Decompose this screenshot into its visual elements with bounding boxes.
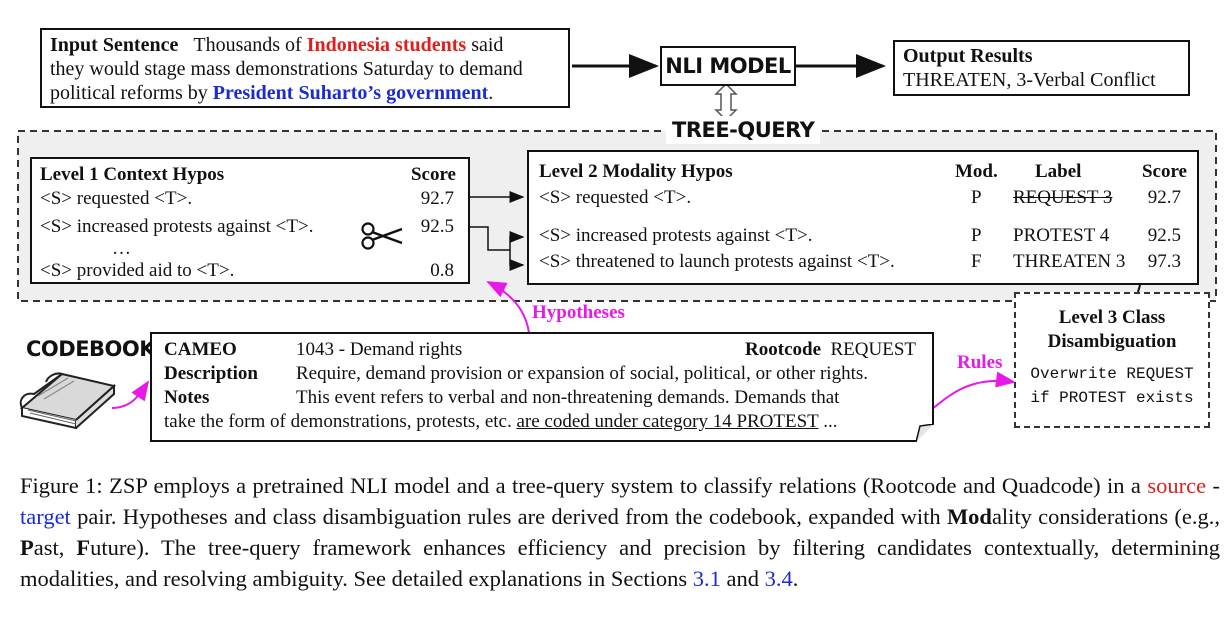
caption-part: ality considerations (e.g., — [991, 504, 1221, 529]
rules-annotation: Rules — [957, 352, 1003, 373]
level2-row-mod: P — [971, 187, 982, 208]
notes-line2-after: ... — [823, 411, 838, 432]
level1-row-score: 0.8 — [430, 260, 454, 281]
input-line3-after: . — [488, 82, 494, 104]
caption-part: Figure 1: ZSP employs a pretrained NLI m… — [20, 473, 1141, 498]
level1-row: <S> increased protests against <T>. 92.5 — [40, 215, 460, 237]
rootcode-value: REQUEST — [830, 339, 917, 360]
level3-box: Level 3 Class Disambiguation Overwrite R… — [1014, 292, 1210, 428]
input-line2: they would stage mass demonstrations Sat… — [50, 58, 523, 80]
caption-source-word: source — [1147, 473, 1207, 498]
arrow-l1-to-l2-row3 — [509, 250, 525, 271]
level1-row-text: <S> requested <T>. — [40, 188, 193, 209]
level2-row-score: 97.3 — [1147, 251, 1181, 272]
caption-future-bold: F — [76, 535, 91, 560]
output-heading: Output Results — [903, 45, 1033, 67]
level1-row-score: 92.5 — [420, 216, 454, 237]
nli-treequery-double-arrow — [714, 82, 738, 122]
level2-score-header: Score — [1141, 161, 1187, 182]
level2-row: <S> threatened to launch protests agains… — [539, 250, 1187, 276]
output-results-box: Output Results THREATEN, 3-Verbal Confli… — [893, 40, 1190, 96]
level2-row-score: 92.7 — [1147, 187, 1181, 208]
arrow-book-to-codebook — [111, 380, 150, 409]
caption-part: ast, — [33, 535, 65, 560]
hypotheses-annotation: Hypotheses — [532, 302, 625, 323]
level1-score-header: Score — [410, 164, 456, 185]
level2-row-score: 92.5 — [1147, 225, 1181, 246]
scissors-icon — [361, 222, 403, 250]
notes-line2-underlined: are coded under category 14 PROTEST — [516, 411, 819, 432]
book-icon — [19, 372, 117, 430]
level2-box: Level 2 Modality Hypos Mod. Label Score … — [527, 150, 1199, 285]
level1-row-text: <S> provided aid to <T>. — [40, 260, 235, 281]
level1-row-text: … — [112, 238, 131, 259]
level2-label-header: Label — [1035, 161, 1082, 182]
level3-heading-line2: Disambiguation — [1047, 331, 1177, 352]
level2-row-label-struck: REQUEST 3 — [1013, 187, 1113, 208]
level3-heading-line1: Level 3 Class — [1058, 307, 1166, 328]
level1-row: <S> provided aid to <T>. 0.8 — [40, 259, 460, 283]
description-key: Description — [164, 363, 258, 384]
level1-row-ellipsis: … — [40, 237, 460, 259]
caption-part: uture). The tree-query framework enhance… — [20, 535, 1221, 591]
caption-part: pair. Hypotheses and class disambiguatio… — [77, 504, 941, 529]
level2-row-text: <S> requested <T>. — [539, 187, 692, 208]
notes-line2-before: take the form of demonstrations, protest… — [164, 411, 512, 432]
notes-key: Notes — [164, 387, 210, 408]
level2-row: <S> increased protests against <T>. P PR… — [539, 224, 1187, 250]
caption-section-link[interactable]: 3.4 — [764, 566, 793, 591]
notes-value: This event refers to verbal and non-thre… — [296, 387, 840, 408]
level2-row-label: THREATEN 3 — [1013, 251, 1126, 272]
caption-target-word: target — [20, 504, 71, 529]
level2-row-text: <S> increased protests against <T>. — [539, 225, 813, 246]
level2-row-mod: F — [971, 251, 982, 272]
level1-row-score: 92.7 — [420, 188, 454, 209]
level2-heading: Level 2 Modality Hypos — [539, 161, 733, 182]
cameo-key: CAMEO — [164, 339, 237, 360]
caption-part: and — [726, 566, 760, 591]
tree-query-label: TREE-QUERY — [666, 116, 821, 144]
rootcode-key: Rootcode — [745, 339, 821, 360]
level3-rule-line2: if PROTEST exists — [1030, 389, 1194, 407]
codebook-box: CAMEO 1043 - Demand rights Rootcode REQU… — [150, 332, 934, 442]
figure-caption: Figure 1: ZSP employs a pretrained NLI m… — [20, 470, 1220, 594]
caption-dash: - — [1212, 473, 1221, 498]
folded-corner — [916, 424, 935, 443]
input-sentence-box: Input Sentence Thousands of Indonesia st… — [40, 28, 570, 108]
level2-row-mod: P — [971, 225, 982, 246]
level2-row: <S> requested <T>. P REQUEST 3 92.7 — [539, 186, 1187, 224]
level2-mod-header: Mod. — [955, 161, 998, 182]
level2-row-text: <S> threatened to launch protests agains… — [539, 251, 895, 272]
level2-row-label: PROTEST 4 — [1013, 225, 1110, 246]
level1-heading: Level 1 Context Hypos — [40, 164, 225, 185]
level1-row: <S> requested <T>. 92.7 — [40, 187, 460, 215]
output-value: THREATEN, 3-Verbal Conflict — [903, 69, 1156, 91]
codebook-label: CODEBOOK — [26, 337, 156, 361]
level1-box: Level 1 Context Hypos Score <S> requeste… — [30, 157, 470, 284]
nli-model-box: NLI MODEL — [660, 46, 796, 86]
description-value: Require, demand provision or expansion o… — [296, 363, 868, 384]
level3-rule-line1: Overwrite REQUEST — [1030, 365, 1194, 383]
input-text-said: said — [471, 34, 504, 56]
target-entity: President Suharto’s government — [212, 82, 489, 104]
input-heading: Input Sentence — [50, 34, 179, 56]
caption-past-bold: P — [20, 535, 34, 560]
input-line3-before: political reforms by — [50, 82, 208, 104]
source-entity: Indonesia students — [306, 34, 467, 56]
input-text-before: Thousands of — [193, 34, 302, 56]
caption-part: . — [792, 566, 799, 591]
level1-row-text: <S> increased protests against <T>. — [40, 216, 314, 237]
caption-mod-bold: Mod — [946, 504, 992, 529]
nli-model-label: NLI MODEL — [665, 54, 791, 78]
cameo-value: 1043 - Demand rights — [296, 339, 463, 360]
caption-section-link[interactable]: 3.1 — [692, 566, 721, 591]
arrow-l1-to-l2-row2 — [470, 226, 525, 251]
